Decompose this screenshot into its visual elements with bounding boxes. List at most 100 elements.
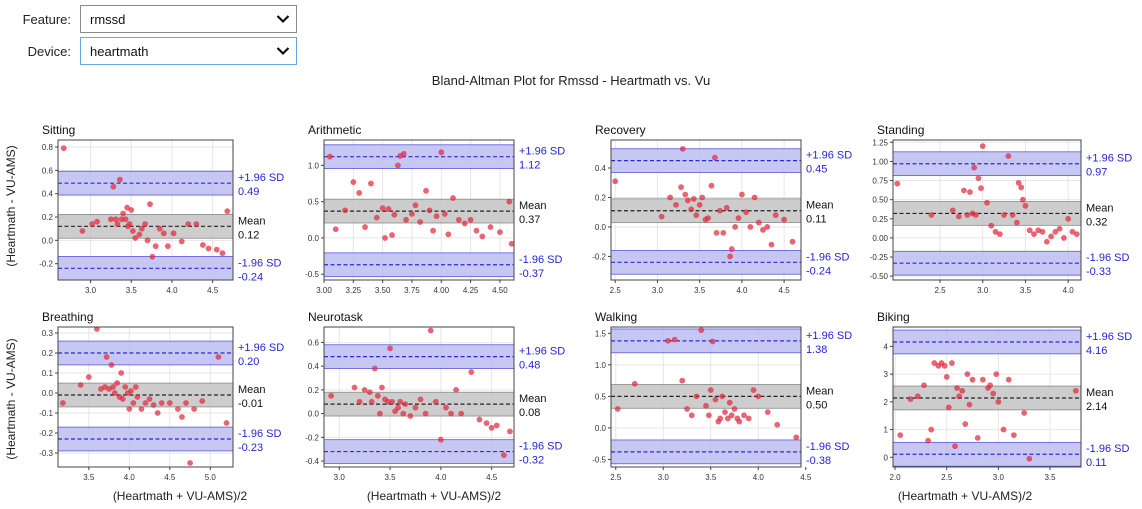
data-point bbox=[995, 398, 1002, 405]
y-tick-label: -0.5 bbox=[305, 270, 319, 279]
data-point bbox=[445, 231, 452, 238]
data-point bbox=[698, 327, 705, 334]
y-tick-label: 0.1 bbox=[42, 369, 54, 378]
data-point bbox=[108, 216, 114, 223]
data-point bbox=[728, 412, 735, 419]
data-point bbox=[726, 399, 733, 406]
data-point bbox=[368, 398, 375, 405]
device-select[interactable]: heartmath bbox=[80, 37, 297, 65]
data-point bbox=[126, 221, 133, 227]
y-tick-label: 0.75 bbox=[872, 177, 888, 186]
data-point bbox=[928, 426, 935, 433]
x-tick-label: 3.00 bbox=[316, 286, 332, 295]
x-tick-label: 3.75 bbox=[404, 286, 420, 295]
data-point bbox=[400, 150, 407, 157]
y-tick-label: -0.25 bbox=[870, 253, 889, 262]
plot-area bbox=[58, 327, 233, 467]
data-point bbox=[130, 400, 137, 406]
data-point bbox=[138, 406, 145, 412]
data-point bbox=[437, 436, 444, 443]
upper-limit-value: 0.20 bbox=[238, 356, 259, 368]
x-tick-label: 4.0 bbox=[753, 473, 765, 482]
data-point bbox=[467, 216, 474, 223]
data-point bbox=[992, 228, 999, 235]
data-point bbox=[1010, 432, 1017, 439]
x-tick-label: 4.5 bbox=[486, 473, 498, 482]
data-point bbox=[964, 371, 971, 378]
data-point bbox=[705, 215, 712, 222]
data-point bbox=[988, 222, 995, 229]
data-point bbox=[975, 175, 982, 182]
mean-label: Mean bbox=[238, 384, 266, 396]
mean-value: 0.37 bbox=[519, 214, 540, 226]
data-point bbox=[743, 209, 750, 216]
data-point bbox=[185, 221, 192, 227]
data-point bbox=[1005, 153, 1012, 159]
data-point bbox=[223, 420, 230, 426]
data-point bbox=[614, 406, 621, 412]
mean-value: 0.11 bbox=[806, 214, 827, 226]
subplot-arithmetic: Arithmetic 3.00 3.25 3.50 3.75 4.00 4.25 4.50 -0… bbox=[305, 123, 565, 295]
lower-limit-value: 0.11 bbox=[1086, 457, 1107, 469]
feature-select-value: rmssd bbox=[90, 11, 126, 27]
chevron-down-icon bbox=[276, 15, 290, 24]
data-point bbox=[894, 180, 901, 187]
y-tick-label: 0.0 bbox=[595, 424, 607, 433]
data-point bbox=[108, 362, 115, 368]
data-point bbox=[667, 194, 674, 201]
data-point bbox=[612, 178, 619, 185]
lower-limit-value: -0.23 bbox=[238, 442, 263, 454]
data-point bbox=[356, 190, 363, 196]
data-point bbox=[755, 393, 762, 400]
data-point bbox=[432, 398, 439, 405]
data-point bbox=[351, 384, 358, 391]
data-point bbox=[374, 392, 381, 399]
data-point bbox=[1072, 387, 1079, 394]
x-axis-label-2: (Heartmath + VU-AMS)/2 bbox=[367, 489, 502, 503]
data-point bbox=[993, 371, 1000, 378]
lower-limit-label: -1.96 SD bbox=[806, 441, 849, 453]
data-point bbox=[959, 387, 966, 394]
data-point bbox=[328, 392, 335, 399]
data-point bbox=[931, 360, 938, 366]
data-point bbox=[774, 421, 781, 428]
axes-frame bbox=[57, 326, 234, 468]
data-point bbox=[224, 208, 231, 215]
data-point bbox=[705, 412, 712, 419]
x-tick-label: 4.25 bbox=[463, 286, 479, 295]
data-point bbox=[665, 337, 671, 344]
feature-label: Feature: bbox=[22, 11, 71, 27]
data-point bbox=[147, 201, 153, 208]
y-tick-label: -0.2 bbox=[39, 429, 53, 438]
data-point bbox=[493, 422, 500, 429]
data-point bbox=[684, 406, 690, 412]
data-point bbox=[93, 327, 100, 332]
mean-label: Mean bbox=[238, 215, 266, 227]
y-tick-label: 1.25 bbox=[872, 138, 888, 147]
data-point bbox=[453, 386, 459, 393]
data-point bbox=[487, 224, 494, 230]
lower-limit-label: -1.96 SD bbox=[1086, 443, 1129, 455]
data-point bbox=[142, 400, 149, 406]
data-point bbox=[722, 409, 728, 416]
y-tick-label: 1 bbox=[884, 426, 889, 435]
feature-select[interactable]: rmssd bbox=[80, 5, 297, 33]
y-tick-label: 0.0 bbox=[42, 389, 54, 398]
data-point bbox=[1031, 231, 1037, 237]
data-point bbox=[907, 396, 914, 402]
upper-limit-label: +1.96 SD bbox=[1086, 153, 1132, 165]
data-point bbox=[941, 362, 948, 369]
data-point bbox=[1065, 215, 1072, 222]
data-point bbox=[461, 220, 468, 227]
data-point bbox=[483, 420, 490, 427]
mean-label: Mean bbox=[519, 200, 547, 212]
y-tick-label: 0 bbox=[884, 453, 889, 462]
data-point bbox=[928, 212, 935, 218]
subplot-biking: Biking 2.0 2.5 3.0 3.5 0 1 2 3 4 +1.96 SD 4.16 Mean 2… bbox=[877, 310, 1132, 482]
data-point bbox=[79, 228, 86, 234]
upper-limit-value: 1.12 bbox=[519, 160, 540, 172]
data-point bbox=[371, 365, 378, 372]
data-point bbox=[966, 401, 973, 408]
data-point bbox=[382, 235, 388, 241]
data-point bbox=[448, 410, 454, 417]
